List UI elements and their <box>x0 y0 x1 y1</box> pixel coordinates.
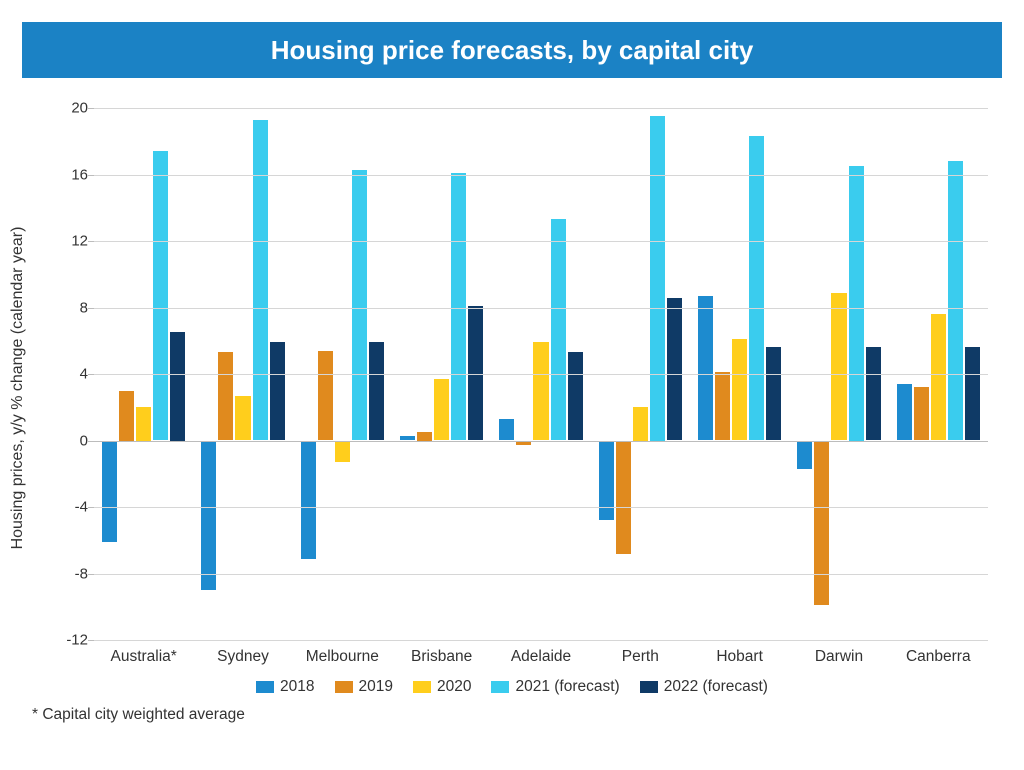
bar <box>335 441 350 463</box>
x-axis-label: Australia* <box>94 640 193 666</box>
bar <box>749 136 764 440</box>
y-tick-label: 16 <box>56 166 88 183</box>
legend-swatch <box>640 681 658 693</box>
bar <box>931 314 946 440</box>
y-tick-mark <box>88 640 94 641</box>
bar <box>318 351 333 441</box>
bar <box>914 387 929 440</box>
y-tick-mark <box>88 241 94 242</box>
x-axis-label: Adelaide <box>491 640 590 666</box>
bar <box>616 441 631 554</box>
y-tick-label: 4 <box>56 366 88 383</box>
grid-line <box>94 175 988 176</box>
bar <box>170 332 185 440</box>
chart-title: Housing price forecasts, by capital city <box>271 35 754 66</box>
bar <box>253 120 268 441</box>
bar <box>599 441 614 521</box>
legend-item: 2020 <box>413 678 471 696</box>
legend-label: 2020 <box>437 678 471 696</box>
legend-swatch <box>335 681 353 693</box>
grid-line <box>94 374 988 375</box>
bar <box>897 384 912 441</box>
legend: 2018 2019 2020 2021 (forecast) 2022 (forecas… <box>22 678 1002 696</box>
legend-item: 2018 <box>256 678 314 696</box>
grid-line <box>94 308 988 309</box>
bar <box>533 342 548 440</box>
bar <box>136 407 151 440</box>
legend-label: 2018 <box>280 678 314 696</box>
bar <box>153 151 168 440</box>
bar <box>849 166 864 440</box>
y-tick-mark <box>88 507 94 508</box>
y-tick-label: 0 <box>56 432 88 449</box>
bar <box>201 441 216 591</box>
bar <box>270 342 285 440</box>
bar <box>551 219 566 440</box>
bar <box>650 116 665 440</box>
y-axis-label: Housing prices, y/y % change (calendar y… <box>9 227 27 550</box>
bar <box>301 441 316 559</box>
bar <box>218 352 233 440</box>
legend-item: 2021 (forecast) <box>491 678 619 696</box>
y-tick-label: -4 <box>56 499 88 516</box>
y-tick-mark <box>88 175 94 176</box>
legend-swatch <box>491 681 509 693</box>
x-axis-label: Perth <box>591 640 690 666</box>
y-tick-mark <box>88 374 94 375</box>
x-axis-label: Melbourne <box>293 640 392 666</box>
footnote: * Capital city weighted average <box>22 706 1002 724</box>
bar <box>831 293 846 441</box>
bar <box>568 352 583 440</box>
x-axis-label: Hobart <box>690 640 789 666</box>
bar <box>866 347 881 440</box>
bar <box>235 396 250 441</box>
bar <box>352 170 367 441</box>
y-tick-label: 20 <box>56 100 88 117</box>
x-axis-label: Canberra <box>889 640 988 666</box>
x-axis-label: Sydney <box>193 640 292 666</box>
bar <box>698 296 713 441</box>
legend-label: 2021 (forecast) <box>515 678 619 696</box>
legend-item: 2019 <box>335 678 393 696</box>
legend-item: 2022 (forecast) <box>640 678 768 696</box>
bar <box>102 441 117 542</box>
y-tick-label: -12 <box>56 632 88 649</box>
grid-line <box>94 507 988 508</box>
legend-label: 2019 <box>359 678 393 696</box>
bar <box>417 432 432 440</box>
grid-line <box>94 108 988 109</box>
chart-container: Housing prices, y/y % change (calendar y… <box>22 98 1002 678</box>
grid-line <box>94 574 988 575</box>
y-tick-mark <box>88 441 94 442</box>
bar <box>715 372 730 440</box>
y-tick-label: 8 <box>56 299 88 316</box>
plot-area: Australia*SydneyMelbourneBrisbaneAdelaid… <box>94 108 988 640</box>
zero-line <box>94 441 988 442</box>
y-tick-mark <box>88 308 94 309</box>
bar <box>732 339 747 440</box>
bar <box>499 419 514 441</box>
legend-swatch <box>413 681 431 693</box>
grid-line <box>94 241 988 242</box>
bar <box>965 347 980 440</box>
bar <box>797 441 812 469</box>
bar <box>667 298 682 441</box>
chart-title-bar: Housing price forecasts, by capital city <box>22 22 1002 78</box>
y-tick-mark <box>88 108 94 109</box>
x-axis-label: Brisbane <box>392 640 491 666</box>
bar <box>434 379 449 441</box>
y-tick-label: 12 <box>56 233 88 250</box>
y-tick-label: -8 <box>56 565 88 582</box>
grid-line <box>94 640 988 641</box>
bar <box>766 347 781 440</box>
x-axis-label: Darwin <box>789 640 888 666</box>
legend-swatch <box>256 681 274 693</box>
legend-label: 2022 (forecast) <box>664 678 768 696</box>
bar <box>119 391 134 441</box>
bar <box>633 407 648 440</box>
bar <box>948 161 963 440</box>
y-tick-mark <box>88 574 94 575</box>
bar <box>814 441 829 606</box>
bar <box>369 342 384 440</box>
